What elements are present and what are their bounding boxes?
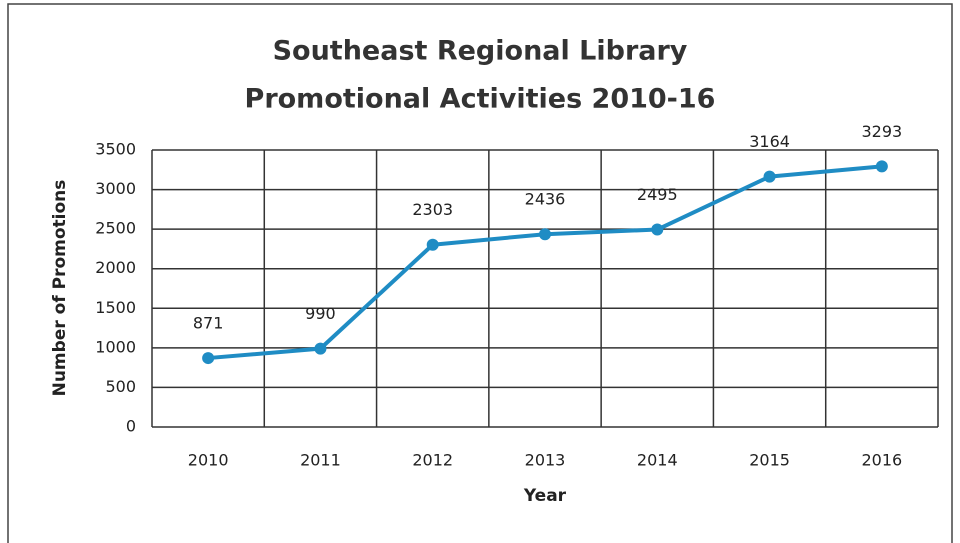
y-tick-label: 0 <box>126 417 136 436</box>
x-tick-label: 2012 <box>412 451 453 470</box>
data-point <box>875 160 888 173</box>
y-tick-label: 2000 <box>95 258 136 277</box>
data-label: 2436 <box>525 190 566 209</box>
x-tick-label: 2015 <box>749 451 790 470</box>
data-label: 2495 <box>637 185 678 204</box>
data-point <box>539 228 551 241</box>
x-tick-label: 2010 <box>188 451 229 470</box>
y-tick-label: 1000 <box>95 337 136 356</box>
data-label: 871 <box>193 314 224 333</box>
data-point <box>202 352 215 365</box>
x-tick-label: 2014 <box>637 451 678 470</box>
data-point <box>651 223 664 236</box>
data-label: 3293 <box>861 122 902 141</box>
y-tick-label: 3500 <box>95 140 136 159</box>
y-axis-title: Number of Promotions <box>50 180 70 397</box>
y-tick-label: 2500 <box>95 219 136 238</box>
x-tick-label: 2011 <box>300 451 341 470</box>
y-tick-label: 500 <box>105 377 136 396</box>
data-label: 3164 <box>749 132 790 151</box>
x-axis-title: Year <box>523 486 567 506</box>
y-tick-label: 1500 <box>95 298 136 317</box>
chart-title-line: Promotional Activities 2010-16 <box>245 84 716 115</box>
chart-frame <box>7 3 953 543</box>
data-point <box>763 170 776 183</box>
x-tick-label: 2013 <box>525 451 566 470</box>
data-point <box>314 342 327 355</box>
y-tick-label: 3000 <box>95 179 136 198</box>
chart-title-line: Southeast Regional Library <box>273 36 688 67</box>
data-point <box>426 238 439 251</box>
x-tick-label: 2016 <box>861 451 902 470</box>
data-label: 2303 <box>412 200 453 219</box>
data-label: 990 <box>305 304 336 323</box>
